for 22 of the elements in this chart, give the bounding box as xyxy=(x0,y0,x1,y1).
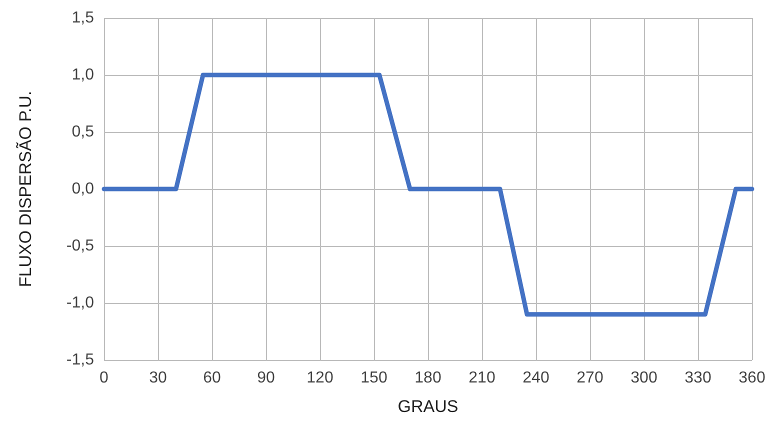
x-tick-label: 60 xyxy=(203,370,221,386)
x-tick-label: 330 xyxy=(684,370,712,386)
y-tick-label: -1,0 xyxy=(66,294,94,312)
y-tick-label: 0,0 xyxy=(72,180,94,198)
x-axis-title: GRAUS xyxy=(398,397,458,416)
y-tick-label: -1,5 xyxy=(66,352,94,368)
y-tick-label: 0,5 xyxy=(72,124,94,140)
x-tick-label: 120 xyxy=(306,370,334,386)
y-axis-title: FLUXO DISPERSÃO P.U. xyxy=(16,90,35,288)
x-tick-label: 240 xyxy=(522,370,550,386)
x-tick-label: 30 xyxy=(149,370,167,386)
x-tick-label: 210 xyxy=(468,370,496,386)
x-tick-label: 300 xyxy=(630,370,658,386)
x-tick-label: 150 xyxy=(360,370,388,386)
x-tick-label: 0 xyxy=(100,370,109,386)
x-tick-label: 270 xyxy=(576,370,604,386)
x-tick-label: 360 xyxy=(738,370,766,386)
x-tick-label: 180 xyxy=(414,370,442,386)
x-tick-label: 90 xyxy=(257,370,275,386)
y-tick-label: 1,5 xyxy=(72,10,94,26)
y-tick-label: -0,5 xyxy=(66,238,94,254)
y-tick-label: 1,0 xyxy=(72,66,94,84)
